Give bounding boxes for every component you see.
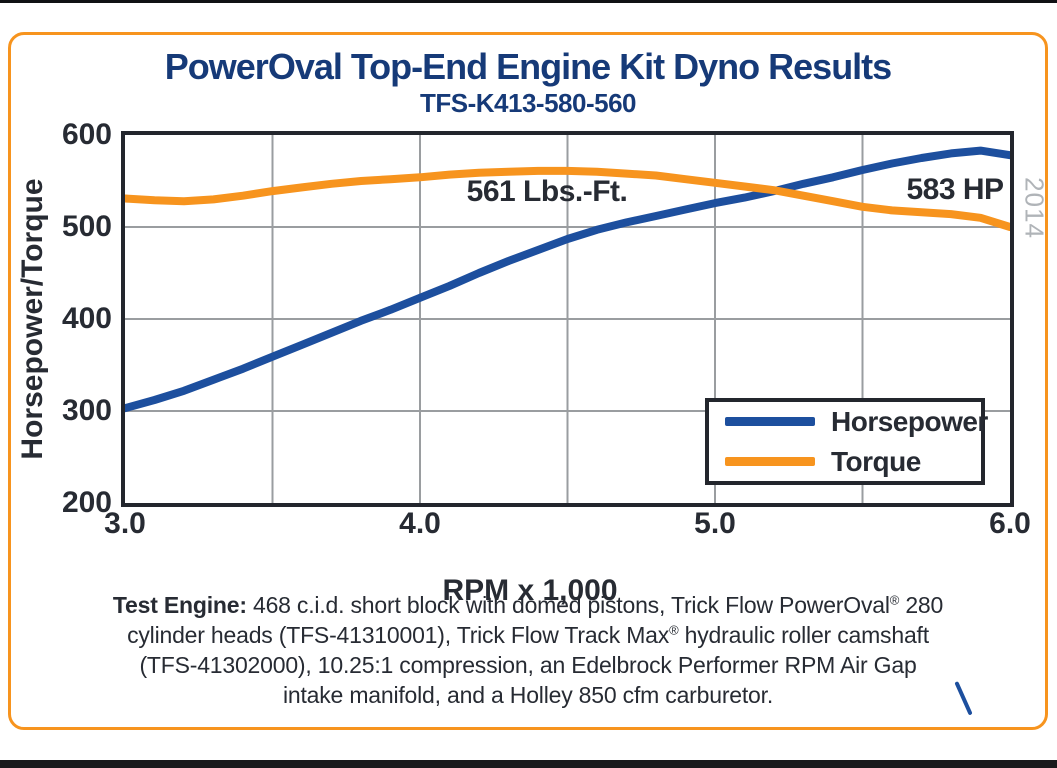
horsepower-curve (125, 146, 1010, 413)
year-watermark-text: 2014 (1019, 177, 1050, 239)
bottom-border-strip (0, 760, 1057, 768)
test-engine-note: Test Engine: 468 c.i.d. short block with… (11, 590, 1045, 710)
torque-peak-annotation: 561 Lbs.-Ft. (466, 175, 628, 208)
test-engine-note-line: cylinder heads (TFS-41310001), Trick Flo… (127, 622, 929, 648)
x-tick-label: 4.0 (399, 507, 441, 540)
y-tick-label: 200 (61, 486, 112, 519)
x-tick-label: 3.0 (104, 507, 146, 540)
x-tick-label: 6.0 (989, 507, 1031, 540)
test-engine-note-line: intake manifold, and a Holley 850 cfm ca… (282, 682, 774, 708)
chart-title: PowerOval Top-End Engine Kit Dyno Result… (164, 46, 892, 87)
legend-label: Torque (831, 445, 921, 477)
legend-label: Horsepower (831, 405, 988, 437)
plot-area: 561 Lbs.-Ft. 583 HP Horsepower Torque (121, 131, 1014, 507)
dyno-chart-panel: PowerOval Top-End Engine Kit Dyno Result… (8, 32, 1050, 730)
torque-curve (125, 166, 1010, 231)
y-tick-label: 300 (61, 394, 112, 427)
legend: Horsepower Torque (705, 398, 988, 485)
x-tick-label: 5.0 (694, 507, 736, 540)
torque-swatch (725, 457, 815, 466)
test-engine-note-line: (TFS-41302000), 10.25:1 compression, an … (139, 652, 917, 678)
legend-item-horsepower: Horsepower (725, 406, 988, 438)
test-engine-note-line: Test Engine: 468 c.i.d. short block with… (112, 592, 944, 618)
plot-canvas (125, 135, 1010, 503)
top-border-strip (0, 0, 1057, 3)
y-tick-label: 500 (61, 210, 112, 243)
legend-item-torque: Torque (725, 446, 981, 478)
x-axis-title: RPM x 1,000 (442, 574, 618, 607)
y-tick-label: 400 (61, 302, 112, 335)
chart-subtitle: TFS-K413-580-560 (420, 88, 637, 118)
horsepower-swatch (725, 417, 815, 426)
horsepower-peak-annotation: 583 HP (906, 173, 1004, 206)
y-tick-label: 600 (61, 118, 112, 151)
